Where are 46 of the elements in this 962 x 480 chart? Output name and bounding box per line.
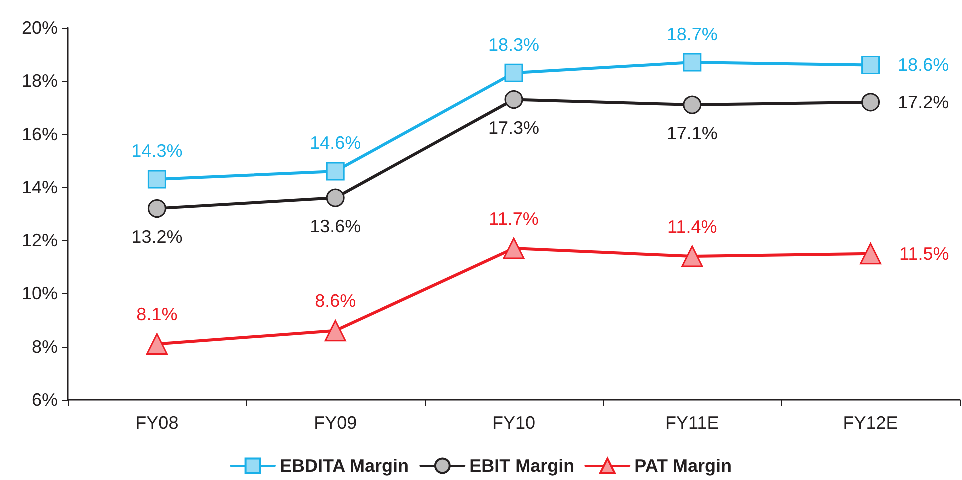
x-tick-label: FY12E [843,413,898,433]
point [503,238,525,260]
y-tick-label: 16% [22,124,58,144]
point [146,333,168,355]
data-label: 18.7% [666,24,718,44]
point [324,320,346,342]
x-tick-label: FY11E [666,413,720,433]
x-tick-label: FY08 [136,413,179,433]
y-tick-label: 8% [32,336,58,357]
point [682,246,704,268]
data-label: 11.5% [900,244,950,264]
x-tick-label: FY10 [492,413,536,433]
data-label: 14.6% [310,133,362,154]
data-label: 18.6% [898,55,950,76]
data-label: 18.3% [488,34,540,55]
y-tick-label: 12% [22,230,58,251]
data-label: 14.3% [132,141,183,162]
data-label: 8.1% [136,304,178,324]
point [148,199,166,218]
point [683,96,702,114]
y-tick-label: 20% [22,18,58,38]
point [862,93,880,112]
y-tick-label: 10% [22,284,58,304]
point [326,188,345,208]
point [326,162,345,181]
point [148,170,166,189]
point [860,243,882,265]
data-label: 13.6% [310,216,362,236]
data-label: 11.4% [668,216,718,237]
x-tick-label: FY09 [314,413,358,433]
point [504,90,524,109]
legend-label: EBDITA Margin [280,456,409,476]
data-label: 13.2% [132,226,183,247]
data-label: 17.2% [898,92,950,112]
legend-label: EBIT Margin [470,456,575,476]
y-tick-label: 14% [22,177,58,198]
data-label: 17.1% [666,123,718,144]
point [683,53,702,72]
data-label: 11.7% [489,208,539,229]
data-label: 8.6% [315,291,356,312]
legend-label: PAT Margin [634,456,732,476]
y-tick-label: 6% [32,390,58,410]
point [504,64,524,82]
data-label: 17.3% [488,118,540,138]
point [862,56,880,74]
y-tick-label: 18% [22,71,58,92]
